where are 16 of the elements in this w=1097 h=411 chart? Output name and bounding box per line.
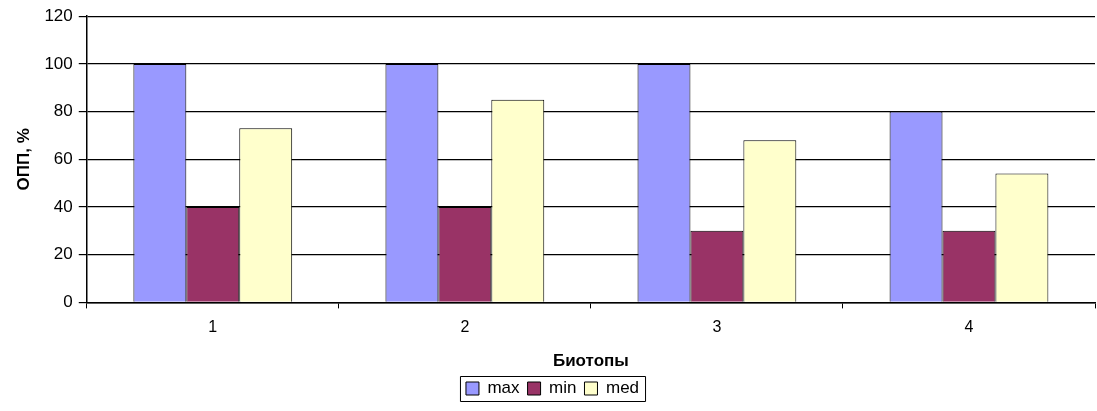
- legend-label: med: [605, 378, 640, 398]
- x-axis-title: Биотопы: [552, 351, 629, 371]
- y-tick-label: 20: [53, 244, 73, 264]
- legend-label: max: [487, 378, 521, 398]
- y-tick-label: 40: [53, 196, 73, 216]
- y-axis-title: ОПП, %: [13, 128, 33, 191]
- y-tick-label: 120: [44, 5, 73, 25]
- y-tick-label: 60: [53, 148, 73, 168]
- x-tick-label: 1: [208, 318, 218, 336]
- x-tick-label: 3: [712, 318, 722, 336]
- x-tick-label: 2: [460, 318, 470, 336]
- legend-label: min: [549, 378, 577, 398]
- y-tick-label: 0: [63, 292, 73, 312]
- x-tick-label: 4: [964, 318, 974, 336]
- y-tick-label: 100: [44, 53, 73, 73]
- y-tick-label: 80: [53, 101, 73, 121]
